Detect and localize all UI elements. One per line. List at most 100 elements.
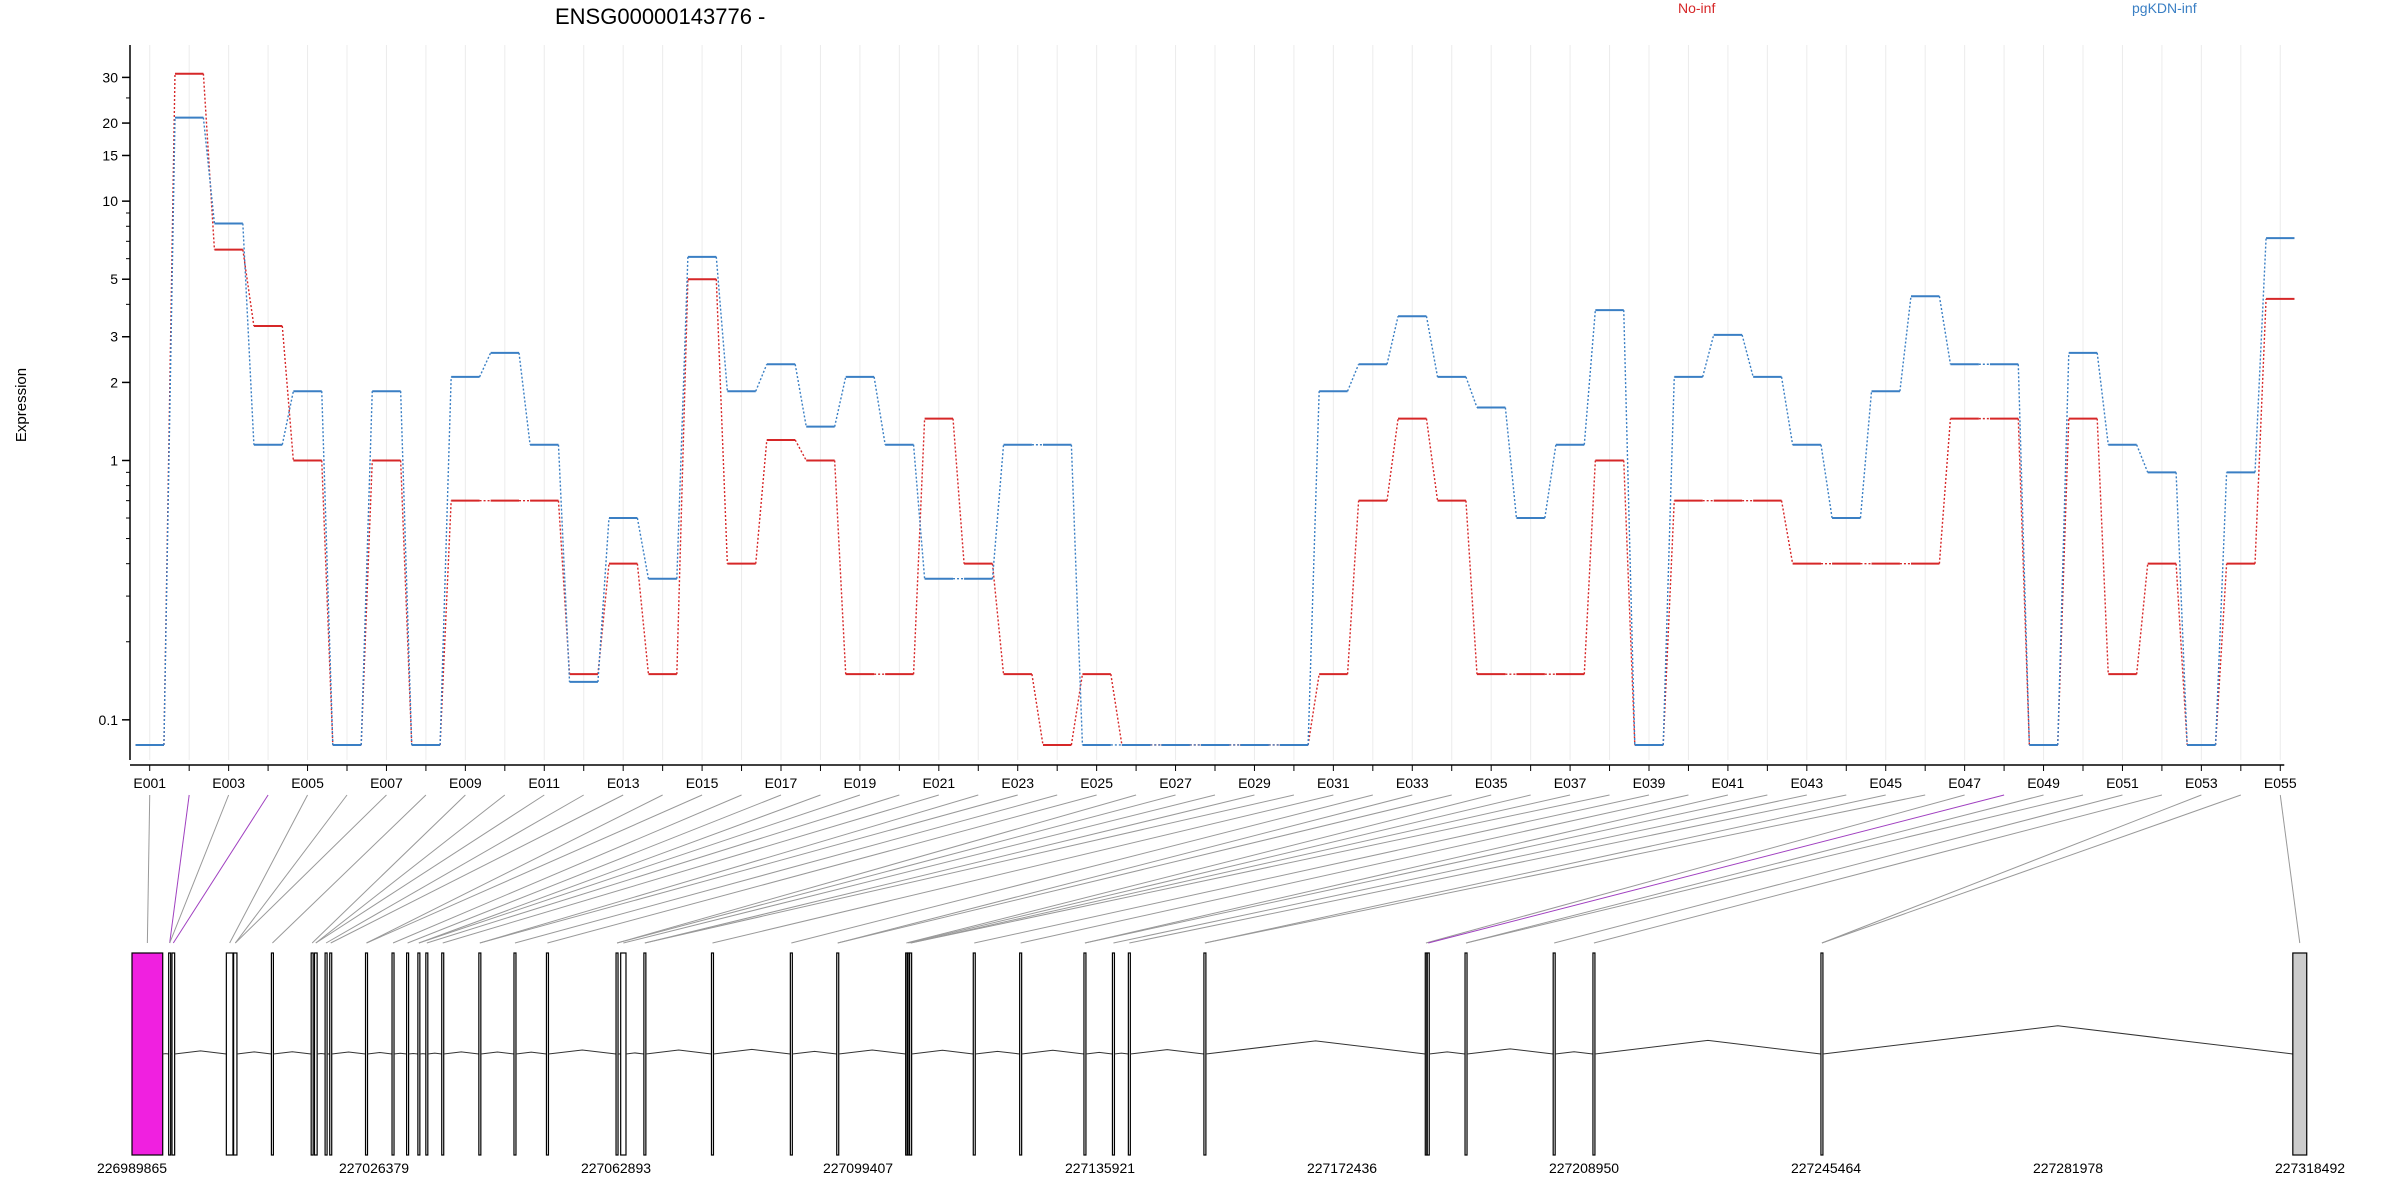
x-tick-label: E015 [686,775,719,791]
intron-line [236,1051,272,1055]
exon-link [442,794,939,944]
exon-link [315,794,545,944]
connector-line [2096,418,2109,675]
exon-box [1127,952,1131,1156]
exon-box [425,952,429,1156]
exon-box [789,952,793,1156]
x-tick-label: E041 [1712,775,1745,791]
connector-line [755,439,768,564]
intron-line [1130,1049,1204,1055]
grid-lines [149,45,2281,760]
series-pgKDN-inf [135,116,2295,746]
connector-line [715,256,729,392]
exon-box [545,952,550,1156]
exon-box [836,952,840,1156]
connector-line [1583,310,1597,445]
exon-box [171,952,176,1156]
exon-box [905,952,908,1156]
x-tick-label: E013 [607,775,640,791]
connector-line [1307,391,1320,745]
coordinate-label: 227062893 [581,1160,651,1176]
connector-line [1701,334,1715,378]
x-tick-label: E025 [1080,775,1113,791]
exon-link [330,794,624,944]
coordinate-label: 227135921 [1065,1160,1135,1176]
y-tick-label: 10 [102,193,118,209]
exon-link [644,794,1295,944]
connector-line [991,563,1005,675]
connector-line [1425,418,1439,501]
exon-box [1552,952,1556,1156]
x-tick-label: E027 [1159,775,1192,791]
intron-line [1021,1049,1085,1055]
connector-line [1583,460,1597,675]
intron-line [174,1050,227,1055]
exon-link [2279,794,2301,944]
connector-line [1780,376,1794,445]
connector-line [676,256,689,579]
connector-line [1346,500,1360,675]
exon-link [325,794,584,944]
intron-line [480,1051,515,1055]
intron-line [838,1049,906,1055]
intron-line [1555,1051,1594,1055]
connector-line [2214,472,2228,745]
exon-box [1111,952,1116,1156]
exon-link [146,794,151,944]
connector-line [2135,563,2149,675]
intron-line [367,1052,393,1055]
connector-line [281,391,295,445]
intron-line [792,1050,837,1055]
exon-link [1593,794,2163,944]
connector-line [1386,418,1399,501]
connector-line [1899,296,1912,392]
connector-line [518,352,531,445]
exon-link [974,794,1650,944]
connector-line [597,517,610,682]
exon-box [1203,952,1207,1156]
x-tick-label: E021 [922,775,955,791]
connector-line [1425,316,1439,378]
connector-line [1465,500,1478,675]
intron-line [548,1049,617,1055]
exon-link [616,794,1176,944]
exon-link [837,794,1452,944]
x-tick-label: E049 [2027,775,2060,791]
intron-line [1085,1051,1113,1055]
connector-line [202,73,216,250]
connector-line [1070,444,1084,745]
exon-link [1554,794,2123,944]
connector-line [557,500,571,675]
x-tick-label: E023 [1001,775,1034,791]
exon-link [1084,794,1768,944]
axes: 0.1 1 2 3 5 10 15 20 30 E001 E003 E005 E007 E009 E011 E… [99,45,2297,791]
connector-line [1544,444,1557,519]
connector-line [557,444,571,682]
exon-link [392,794,742,944]
exon-link [311,794,466,944]
exon-box [909,952,913,1156]
y-tick-label: 15 [102,147,118,163]
connector-line [2017,364,2031,745]
x-tick-label: E011 [528,775,560,791]
exon-box [417,952,421,1156]
exon-link [315,794,506,944]
legend-no-inf: No-inf [1678,0,1715,16]
exon-box [441,952,445,1156]
exon-link [1821,794,2241,944]
exon-link [623,794,1216,944]
series-No-inf [135,72,2295,746]
connector-line [1031,674,1044,746]
exon-link [910,794,1610,944]
exon-link [272,794,427,944]
exon-link [366,794,663,944]
intron-line [408,1052,418,1055]
exon-box [329,952,333,1156]
coordinate-label: 227208950 [1549,1160,1619,1176]
connector-line [399,460,413,745]
x-tick-label: E035 [1475,775,1508,791]
y-tick-label: 30 [102,69,118,85]
exon-link [407,794,782,944]
connector-line [202,117,216,224]
exon-link [514,794,1058,944]
